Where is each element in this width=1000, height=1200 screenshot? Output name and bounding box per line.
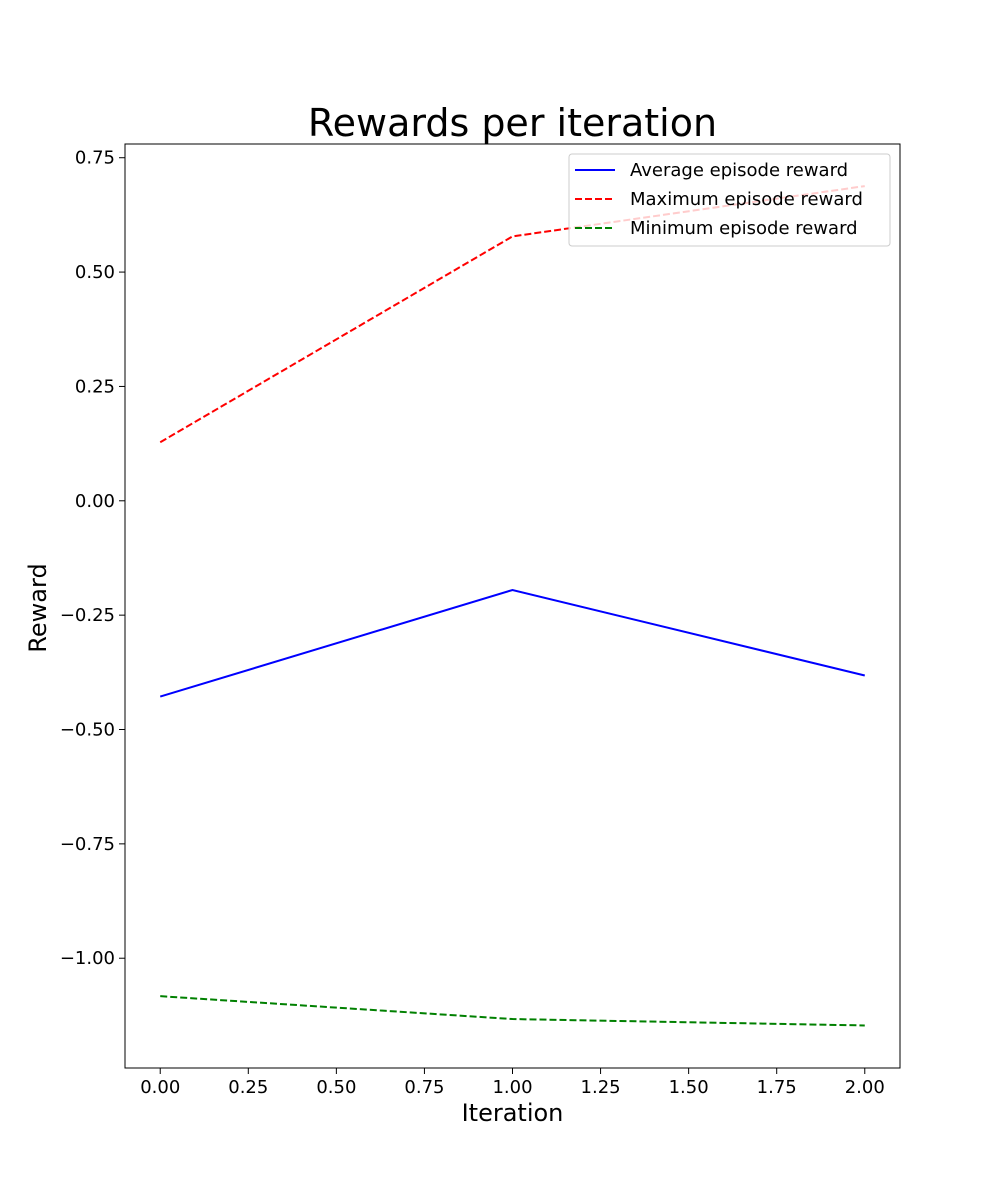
- y-tick-label: −0.75: [60, 834, 115, 855]
- x-axis-title: Iteration: [462, 1099, 564, 1127]
- y-tick-label: 0.50: [75, 262, 115, 283]
- y-tick-label: −0.25: [60, 605, 115, 626]
- y-tick-label: 0.75: [75, 148, 115, 169]
- x-tick-label: 0.25: [228, 1077, 268, 1098]
- x-tick-label: 1.25: [581, 1077, 621, 1098]
- y-axis-title: Reward: [24, 563, 52, 652]
- legend-box: [568, 153, 891, 247]
- legend-label-3: Minimum episode reward: [630, 218, 858, 239]
- y-tick-label: 0.25: [75, 376, 115, 397]
- y-tick-label: −1.00: [60, 948, 115, 969]
- x-tick-label: 0.50: [316, 1077, 356, 1098]
- series-line-1: [159, 588, 866, 698]
- x-tick-label: 0.75: [404, 1077, 444, 1098]
- y-tick-label: 0.00: [75, 491, 115, 512]
- x-tick-label: 1.00: [492, 1077, 532, 1098]
- legend-label-2: Maximum episode reward: [630, 189, 863, 210]
- legend: Average episode reward Maximum episode re…: [568, 153, 891, 247]
- series-line-3: [160, 995, 865, 1027]
- legend-label-1: Average episode reward: [630, 160, 848, 181]
- x-tick-label: 2.00: [845, 1077, 885, 1098]
- x-tick-label: 0.00: [140, 1077, 180, 1098]
- x-tick-label: 1.50: [669, 1077, 709, 1098]
- chart-title: Rewards per iteration: [308, 101, 717, 145]
- y-tick-label: −0.50: [60, 720, 115, 741]
- x-tick-label: 1.75: [757, 1077, 797, 1098]
